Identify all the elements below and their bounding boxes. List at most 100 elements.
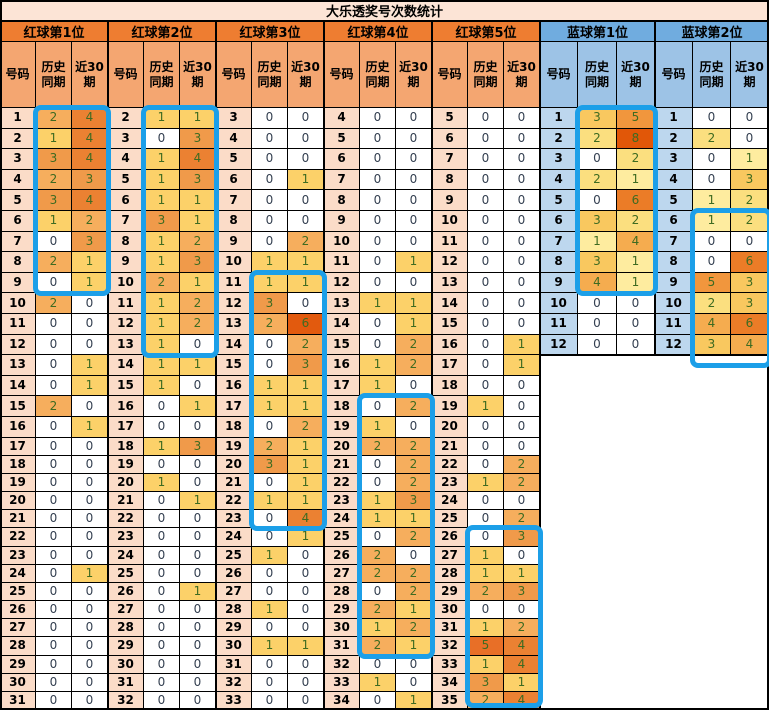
recent30-count-cell: 1 (72, 564, 108, 583)
recent30-count-cell: 0 (396, 231, 432, 253)
recent30-count-cell: 1 (504, 564, 540, 583)
recent30-count-cell: 0 (72, 437, 108, 456)
num-cell: 9 (432, 190, 468, 211)
hist-count-cell: 1 (252, 396, 288, 417)
hist-count-cell: 0 (144, 582, 180, 602)
group-header: 蓝球第2位 (655, 22, 769, 42)
num-cell: 7 (0, 231, 36, 253)
recent30-count-cell: 2 (180, 293, 216, 314)
recent30-count-cell: 0 (72, 396, 108, 417)
recent30-count-cell: 0 (180, 619, 216, 638)
num-cell: 14 (324, 314, 360, 335)
num-cell: 5 (324, 128, 360, 150)
table-row: 11 0 0 (0, 314, 108, 335)
column-header-number: 号码 (216, 42, 252, 108)
table-row: 10 1 1 (216, 252, 324, 273)
recent30-count-cell: 0 (72, 492, 108, 511)
recent30-count-cell: 0 (504, 396, 540, 417)
hist-count-cell: 0 (144, 417, 180, 438)
hist-count-cell: 1 (144, 437, 180, 456)
num-cell: 23 (432, 473, 468, 493)
column-header-history: 历史 同期 (468, 42, 504, 108)
recent30-count-cell: 1 (72, 375, 108, 397)
recent30-count-cell: 1 (288, 455, 324, 474)
recent30-count-cell: 1 (180, 396, 216, 417)
group-red-pos5: 红球第5位 号码 历史 同期 近30 期 5 0 0 6 0 0 7 0 0 8 0 0 9 0 0 10 0 0 11 0 0… (432, 22, 540, 710)
hist-count-cell: 0 (144, 510, 180, 529)
group-divider (539, 21, 541, 710)
hist-count-cell: 2 (144, 272, 180, 294)
table-row: 15 0 2 (324, 334, 432, 356)
hist-count-cell: 0 (144, 601, 180, 620)
hist-count-cell: 1 (360, 673, 396, 692)
table-row: 15 2 0 (0, 396, 108, 417)
num-cell: 12 (655, 334, 693, 356)
num-cell: 3 (108, 128, 144, 150)
hist-count-cell: 0 (252, 473, 288, 493)
hist-count-cell: 0 (468, 293, 504, 314)
recent30-count-cell: 2 (396, 473, 432, 493)
hist-count-cell: 0 (468, 314, 504, 335)
table-row: 21 0 0 (0, 510, 108, 529)
num-cell: 22 (432, 455, 468, 474)
hist-count-cell: 0 (468, 169, 504, 191)
num-cell: 6 (540, 211, 578, 232)
recent30-count-cell: 0 (288, 673, 324, 692)
table-row: 19 1 0 (432, 396, 540, 417)
table-row: 30 0 0 (432, 601, 540, 620)
num-cell: 3 (540, 149, 578, 170)
table-row: 12 3 0 (216, 293, 324, 314)
recent30-count-cell: 2 (731, 211, 769, 232)
hist-count-cell: 0 (144, 673, 180, 692)
column-header-recent30: 近30 期 (288, 42, 324, 108)
table-row: 18 0 2 (324, 396, 432, 417)
hist-count-cell: 3 (468, 673, 504, 692)
table-row: 18 0 0 (432, 375, 540, 397)
num-cell: 1 (0, 108, 36, 129)
num-cell: 9 (0, 272, 36, 294)
table-row: 23 1 2 (432, 473, 540, 493)
num-cell: 30 (432, 601, 468, 620)
num-cell: 15 (108, 375, 144, 397)
hist-count-cell: 1 (252, 601, 288, 620)
recent30-count-cell: 0 (396, 108, 432, 129)
group-divider (323, 21, 325, 710)
recent30-count-cell: 2 (396, 528, 432, 547)
table-row: 29 0 0 (108, 637, 216, 656)
recent30-count-cell: 0 (504, 293, 540, 314)
column-header-number: 号码 (0, 42, 36, 108)
recent30-count-cell: 3 (288, 355, 324, 376)
num-cell: 16 (108, 396, 144, 417)
recent30-count-cell: 1 (72, 417, 108, 438)
num-cell: 16 (432, 334, 468, 356)
table-row: 15 1 0 (108, 375, 216, 397)
table-row: 12 1 2 (108, 314, 216, 335)
recent30-count-cell: 1 (180, 108, 216, 129)
num-cell: 26 (0, 601, 36, 620)
recent30-count-cell: 0 (72, 673, 108, 692)
recent30-count-cell: 0 (180, 673, 216, 692)
hist-count-cell: 1 (144, 293, 180, 314)
table-row: 12 0 0 (540, 334, 655, 356)
recent30-count-cell: 2 (396, 396, 432, 417)
table-row: 20 1 0 (108, 473, 216, 493)
recent30-count-cell: 0 (72, 691, 108, 710)
hist-count-cell: 0 (36, 355, 72, 376)
num-cell: 29 (108, 637, 144, 656)
recent30-count-cell: 2 (288, 231, 324, 253)
recent30-count-cell: 0 (396, 417, 432, 438)
recent30-count-cell: 2 (72, 211, 108, 232)
num-cell: 6 (216, 169, 252, 191)
num-cell: 27 (108, 601, 144, 620)
recent30-count-cell: 0 (396, 673, 432, 692)
hist-count-cell: 0 (36, 582, 72, 602)
table-row: 16 0 1 (108, 396, 216, 417)
recent30-count-cell: 0 (504, 231, 540, 253)
hist-count-cell: 0 (36, 510, 72, 529)
